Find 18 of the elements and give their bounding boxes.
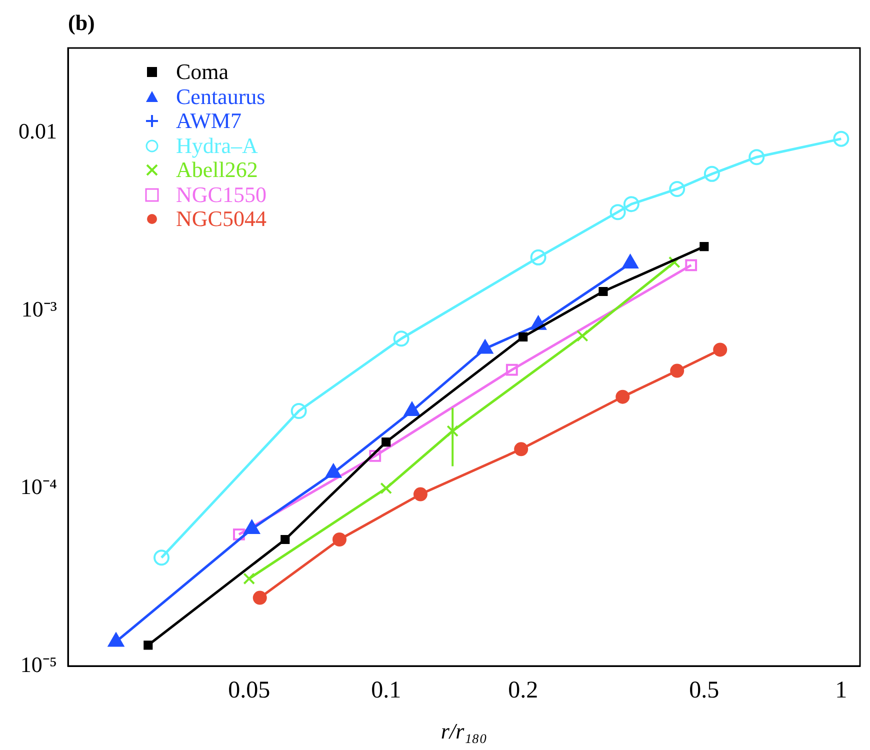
y-tick-label: 0.01 [18, 118, 57, 144]
y-tick-label: 10⁻³ [21, 296, 58, 322]
legend-label: Centaurus [176, 84, 266, 109]
y-tick-label: 10⁻⁴ [20, 474, 58, 500]
legend-label: Coma [176, 59, 229, 84]
legend-label: AWM7 [176, 108, 242, 134]
legend-label: NGC1550 [176, 182, 266, 207]
x-tick-label: 0.05 [228, 678, 270, 704]
legend-label: Hydra–A [176, 132, 258, 158]
x-tick-label: 0.5 [689, 678, 720, 704]
legend-label: NGC5044 [176, 206, 266, 232]
x-tick-label: 0.2 [508, 678, 538, 704]
x-tick-label: 1 [835, 678, 848, 704]
x-axis-title: r/r₁₈₀ [440, 718, 488, 744]
text: (b) [68, 10, 95, 35]
y-tick-label: 10⁻⁵ [20, 652, 57, 677]
x-tick-label: 0.1 [371, 678, 402, 704]
legend-label: Abell262 [176, 157, 258, 182]
